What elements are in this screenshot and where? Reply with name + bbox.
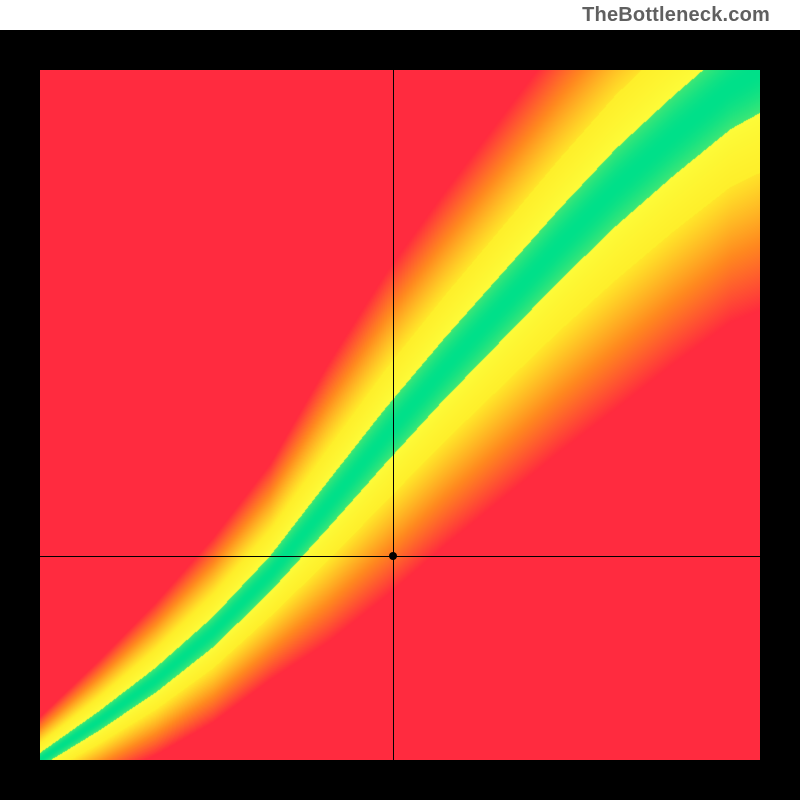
crosshair-dot <box>389 552 397 560</box>
crosshair-vertical <box>393 70 394 760</box>
crosshair-horizontal <box>40 556 760 557</box>
attribution-text: TheBottleneck.com <box>582 4 770 27</box>
bottleneck-heatmap <box>40 70 760 760</box>
chart-frame <box>0 30 800 800</box>
